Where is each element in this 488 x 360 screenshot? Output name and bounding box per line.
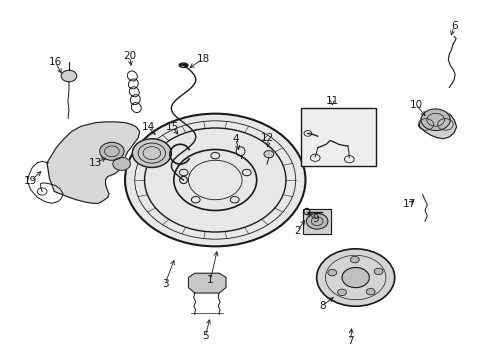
Text: 12: 12 <box>261 133 274 143</box>
Text: 4: 4 <box>232 134 239 144</box>
Text: 5: 5 <box>202 331 208 341</box>
Circle shape <box>350 256 359 263</box>
Circle shape <box>61 70 77 82</box>
Circle shape <box>341 267 368 288</box>
Text: 10: 10 <box>409 100 422 110</box>
Text: 6: 6 <box>450 21 457 31</box>
Text: 13: 13 <box>89 158 102 168</box>
Text: 19: 19 <box>24 176 38 186</box>
Text: 20: 20 <box>123 51 136 61</box>
Circle shape <box>337 289 346 296</box>
Text: 14: 14 <box>141 122 154 132</box>
Text: 3: 3 <box>162 279 168 289</box>
Circle shape <box>316 249 394 306</box>
Circle shape <box>264 150 273 158</box>
Circle shape <box>327 269 336 276</box>
Text: 9: 9 <box>311 215 318 224</box>
Polygon shape <box>188 273 225 293</box>
Text: 17: 17 <box>402 199 415 210</box>
Text: 1: 1 <box>206 275 213 285</box>
Polygon shape <box>418 111 456 139</box>
Text: 16: 16 <box>49 57 62 67</box>
Text: 2: 2 <box>293 226 300 236</box>
Text: 18: 18 <box>196 54 209 64</box>
Circle shape <box>420 109 449 131</box>
Text: 15: 15 <box>165 122 179 132</box>
Circle shape <box>373 268 382 275</box>
Circle shape <box>132 139 171 167</box>
Circle shape <box>113 157 130 170</box>
Text: 8: 8 <box>319 301 325 311</box>
Bar <box>303 209 330 234</box>
Circle shape <box>306 213 327 229</box>
Circle shape <box>366 288 374 295</box>
Bar <box>303 209 330 234</box>
Text: 11: 11 <box>325 96 338 106</box>
Text: 7: 7 <box>347 336 353 346</box>
Circle shape <box>125 114 305 246</box>
Polygon shape <box>47 122 140 203</box>
FancyBboxPatch shape <box>300 108 375 166</box>
Circle shape <box>100 142 124 160</box>
